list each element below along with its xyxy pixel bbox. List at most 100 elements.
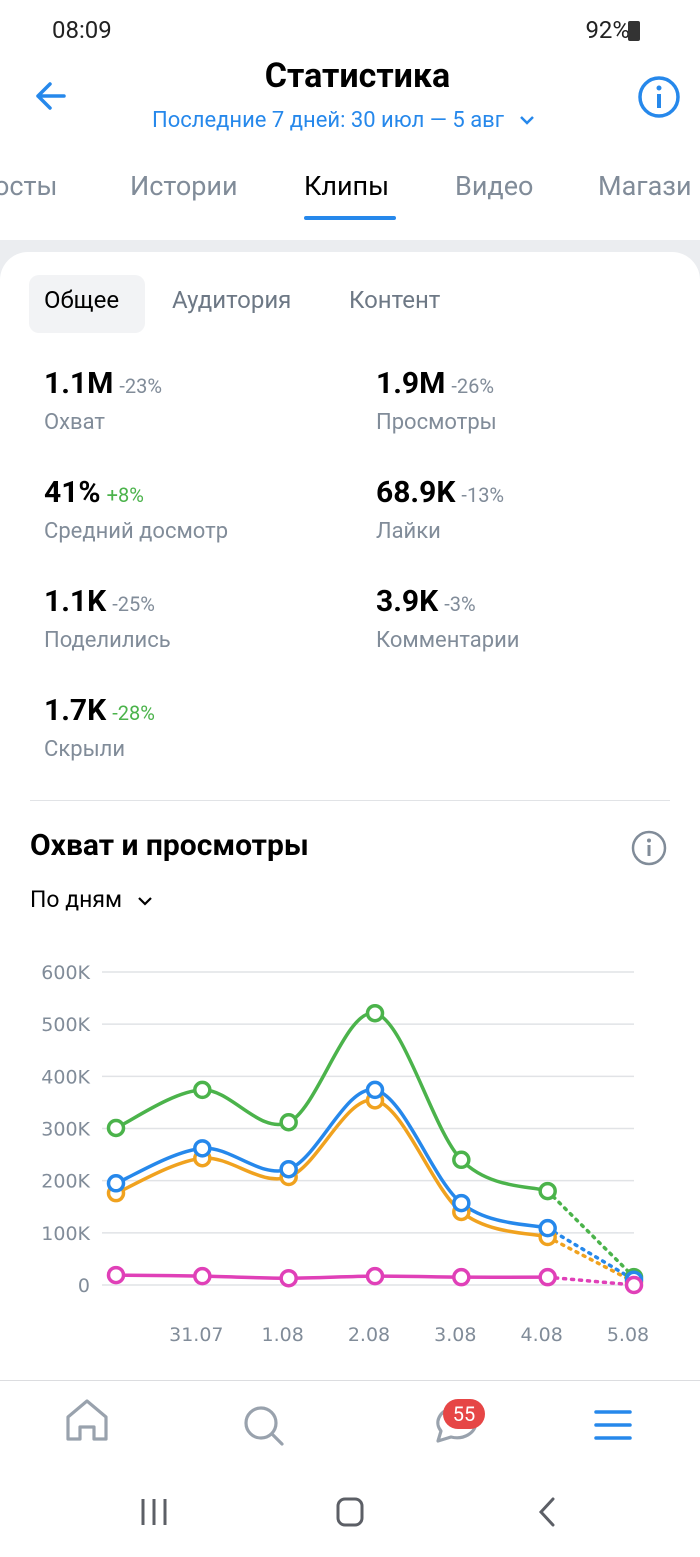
chevron bbox=[520, 116, 535, 125]
metric-change: -23% bbox=[119, 374, 163, 398]
tab-indicator bbox=[304, 216, 396, 220]
period-text: Последние 7 дней: 30 июл — 5 авг bbox=[152, 108, 504, 133]
y-tick-label: 600K bbox=[41, 962, 90, 984]
battery-icon bbox=[628, 21, 640, 41]
metric-label: Поделились bbox=[44, 628, 171, 653]
top-bar: 08:09 92% Статистика Последние 7 дней: 3… bbox=[0, 0, 700, 240]
subtab[interactable]: Общее bbox=[44, 286, 120, 314]
badge-bg bbox=[443, 1399, 485, 1429]
x-tick-label: 5.08 bbox=[607, 1324, 649, 1346]
tab[interactable]: Магази bbox=[598, 170, 692, 202]
x-tick-label: 31.07 bbox=[169, 1324, 223, 1346]
data-point bbox=[538, 1267, 557, 1287]
metric-row: 1.1K -25% bbox=[44, 584, 155, 619]
metric-value: 1.1M bbox=[44, 366, 114, 401]
tab[interactable]: Клипы bbox=[304, 170, 390, 202]
x-tick-label: 3.08 bbox=[434, 1324, 476, 1346]
subtab[interactable]: Контент bbox=[349, 286, 441, 314]
bottom-nav: 55 bbox=[0, 1380, 700, 1557]
series-line bbox=[115, 1273, 548, 1280]
chart: 0 100K 200K 300K 400K 500K 600K 31.07 1.08 2.08 3.… bbox=[41, 962, 649, 1346]
subtab-active-bg bbox=[29, 275, 145, 333]
tab[interactable]: осты bbox=[0, 170, 58, 202]
section-info[interactable] bbox=[630, 829, 668, 867]
metric-row: 1.1M -23% bbox=[44, 366, 162, 401]
tab[interactable]: Истории bbox=[130, 170, 238, 202]
data-point bbox=[106, 1174, 126, 1193]
home-icon[interactable] bbox=[66, 1399, 108, 1441]
metric-label: Просмотры bbox=[376, 410, 497, 435]
nav-icons bbox=[66, 1399, 632, 1527]
status-battery: 92% bbox=[585, 16, 630, 44]
metric-value: 3.9K bbox=[376, 584, 439, 619]
metric-value: 68.9K bbox=[376, 475, 456, 510]
metric-label: Комментарии bbox=[376, 628, 520, 653]
status-time: 08:09 bbox=[52, 16, 112, 44]
metric-row: 41% +8% bbox=[44, 475, 144, 510]
data-point bbox=[279, 1159, 298, 1179]
series-line bbox=[115, 1088, 549, 1230]
y-tick-label: 0 bbox=[78, 1275, 90, 1297]
data-point bbox=[365, 1080, 385, 1100]
menu-icon[interactable] bbox=[594, 1410, 632, 1440]
section-title: Охват и просмотры bbox=[30, 828, 309, 863]
metric-change: -28% bbox=[112, 701, 155, 725]
data-point bbox=[452, 1150, 471, 1170]
y-tick-label: 200K bbox=[41, 1171, 90, 1193]
metric-value: 1.7K bbox=[44, 693, 107, 728]
y-tick-label: 300K bbox=[41, 1119, 90, 1141]
metric-change: -26% bbox=[451, 374, 495, 398]
metric-label: Средний досмотр bbox=[44, 519, 229, 544]
data-point bbox=[452, 1193, 471, 1213]
series-line-projection bbox=[545, 1189, 636, 1279]
y-tick-label: 500K bbox=[41, 1014, 90, 1036]
series-line-projection bbox=[545, 1235, 636, 1284]
metric-label: Скрыли bbox=[44, 737, 126, 762]
data-point bbox=[279, 1268, 298, 1288]
x-tick-label: 2.08 bbox=[348, 1324, 390, 1346]
metric-change: -3% bbox=[444, 592, 476, 616]
back-button[interactable] bbox=[30, 76, 70, 116]
system-nav bbox=[141, 1497, 555, 1527]
series-line-projection bbox=[545, 1226, 636, 1282]
y-tick-label: 400K bbox=[41, 1066, 90, 1088]
stats-card bbox=[0, 252, 700, 1382]
data-point bbox=[106, 1265, 126, 1285]
y-tick-label: 100K bbox=[41, 1223, 90, 1245]
data-point bbox=[193, 1080, 212, 1100]
metric-row: 68.9K -13% bbox=[376, 475, 504, 510]
granularity-text: По дням bbox=[30, 886, 123, 913]
metric-change: +8% bbox=[106, 483, 144, 507]
page-title: Статистика bbox=[264, 56, 451, 96]
period-selector[interactable]: Последние 7 дней: 30 июл — 5 авг bbox=[152, 108, 537, 133]
info-button[interactable] bbox=[636, 74, 682, 120]
series-line-projection bbox=[545, 1275, 636, 1287]
metric-change: -13% bbox=[461, 483, 505, 507]
data-point bbox=[193, 1266, 212, 1286]
metric-row: 1.7K -28% bbox=[44, 693, 155, 728]
search-icon[interactable] bbox=[244, 1406, 284, 1446]
data-point bbox=[279, 1112, 298, 1132]
data-point bbox=[538, 1181, 557, 1201]
data-point bbox=[365, 1266, 385, 1286]
divider bbox=[30, 800, 670, 801]
metric-row: 1.9M -26% bbox=[376, 366, 494, 401]
granularity-selector[interactable]: По дням bbox=[30, 886, 154, 913]
metric-value: 41% bbox=[44, 475, 101, 510]
metric-label: Охват bbox=[44, 410, 106, 435]
metric-label: Лайки bbox=[376, 519, 441, 544]
data-point bbox=[452, 1267, 471, 1287]
metric-value: 1.1K bbox=[44, 584, 107, 619]
data-point bbox=[624, 1275, 644, 1295]
metric-row: 3.9K -3% bbox=[376, 584, 476, 619]
chevron bbox=[138, 897, 152, 906]
data-point bbox=[365, 1003, 385, 1023]
data-point bbox=[106, 1118, 126, 1138]
tab[interactable]: Видео bbox=[455, 170, 534, 202]
x-tick-label: 4.08 bbox=[521, 1324, 563, 1346]
metric-change: -25% bbox=[112, 592, 155, 616]
data-point bbox=[193, 1139, 212, 1158]
x-tick-label: 1.08 bbox=[262, 1324, 304, 1346]
subtab[interactable]: Аудитория bbox=[172, 286, 292, 314]
